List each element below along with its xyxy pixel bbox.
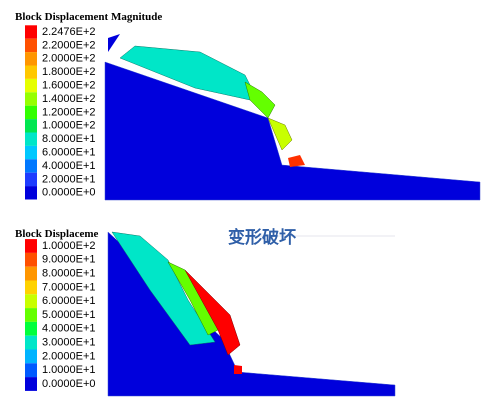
legend-label: 6.0000E+1: [42, 147, 96, 159]
legend-label: 2.0000E+1: [42, 350, 96, 362]
panel-title: Block Displacement Magnitude: [15, 11, 162, 23]
legend-label: 5.0000E+1: [42, 309, 96, 321]
legend-swatch: [25, 172, 37, 187]
legend-label: 8.0000E+1: [42, 133, 96, 145]
legend-swatch: [25, 38, 37, 53]
legend-swatch: [25, 377, 37, 391]
annotation: 变形破坏: [228, 227, 296, 248]
legend-swatch: [25, 52, 37, 66]
legend-swatch: [25, 159, 37, 173]
legend-swatch: [25, 308, 37, 322]
legend-label: 1.6000E+2: [42, 80, 96, 92]
legend-swatch: [25, 119, 37, 133]
legend-label: 1.0000E+1: [42, 364, 96, 376]
legend-swatch: [25, 105, 37, 120]
legend-label: 1.0000E+2: [42, 240, 96, 252]
legend-label: 1.4000E+2: [42, 93, 96, 105]
legend-label: 2.0000E+2: [42, 53, 96, 65]
legend-label: 7.0000E+1: [42, 281, 96, 293]
top-model: [104, 34, 481, 201]
legend-swatch: [25, 92, 37, 106]
legend-swatch: [25, 145, 37, 160]
legend-swatch: [25, 280, 37, 295]
legend-swatch: [25, 335, 37, 350]
legend-label: 4.0000E+1: [42, 160, 96, 172]
legend-swatch: [25, 252, 37, 267]
legend-swatch: [25, 363, 37, 378]
legend-label: 4.0000E+1: [42, 323, 96, 335]
legend-label: 0.0000E+0: [42, 378, 96, 390]
legend-label: 0.0000E+0: [42, 187, 96, 199]
legend-swatch: [25, 349, 37, 364]
legend-label: 1.0000E+2: [42, 120, 96, 132]
legend-swatch: [25, 65, 37, 79]
legend-label: 8.0000E+1: [42, 268, 96, 280]
legend-swatch: [25, 78, 37, 93]
legend-swatch: [25, 25, 37, 39]
legend-swatch: [25, 266, 37, 281]
legend-swatch: [25, 321, 37, 336]
bottom-model: [107, 231, 396, 397]
legend-label: 2.2000E+2: [42, 39, 96, 51]
legend-swatch: [25, 186, 37, 200]
legend-swatch: [25, 294, 37, 309]
legend-label: 1.8000E+2: [42, 66, 96, 78]
legend-label: 9.0000E+1: [42, 254, 96, 266]
legend-label: 2.0000E+1: [42, 173, 96, 185]
legend-label: 1.2000E+2: [42, 106, 96, 118]
legend-swatch: [25, 239, 37, 253]
legend-label: 6.0000E+1: [42, 295, 96, 307]
legend-label: 2.2476E+2: [42, 26, 96, 38]
legend-swatch: [25, 132, 37, 146]
panel-title: Block Displaceme: [15, 228, 99, 240]
legend-label: 3.0000E+1: [42, 337, 96, 349]
